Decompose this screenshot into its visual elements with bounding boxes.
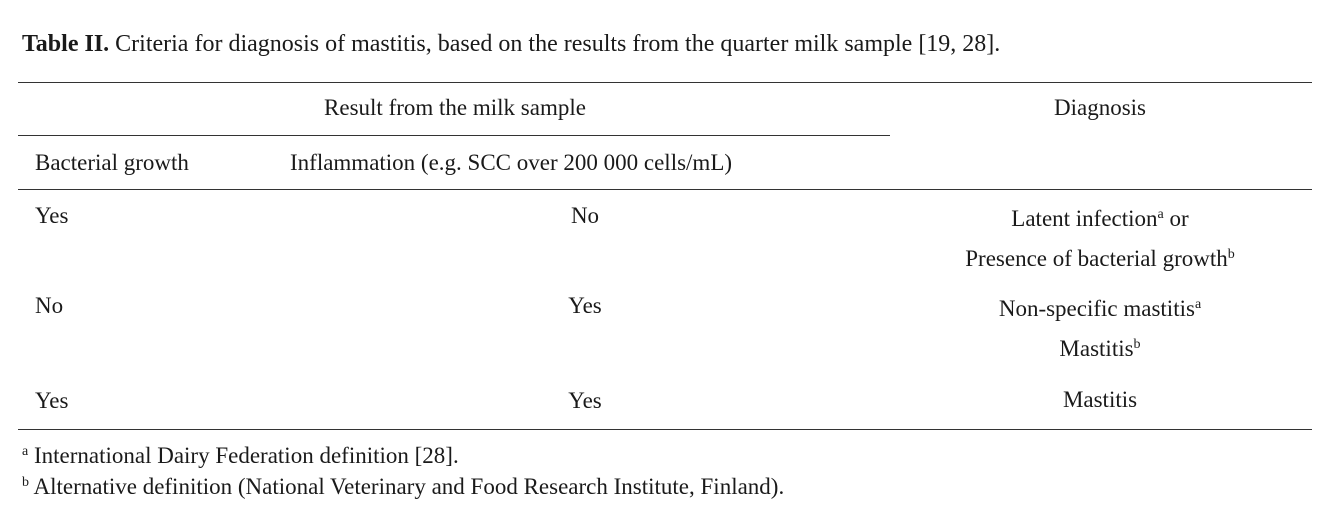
bacterial-cell: No xyxy=(35,293,64,318)
bacterial-cell: Yes xyxy=(35,388,69,413)
inflammation-cell: No xyxy=(570,203,600,228)
footnote-text: International Dairy Federation definitio… xyxy=(33,443,459,468)
superscript: b xyxy=(1133,337,1141,352)
diagnosis-header: Diagnosis xyxy=(1054,95,1146,120)
diagnosis-line: Mastitis xyxy=(1063,382,1137,418)
diagnosis-text: Mastitis xyxy=(1062,387,1138,412)
caption-label: Table II. xyxy=(22,31,110,57)
diagnosis-line: Presence of bacterial growthb xyxy=(965,237,1234,277)
bacterial-cell: Yes xyxy=(35,203,69,228)
diagnosis-cell: Non-specific mastitisa Mastitisb xyxy=(999,287,1201,367)
superscript: a xyxy=(1157,207,1164,222)
diagnosis-text: Mastitis xyxy=(1059,336,1134,361)
superscript: b xyxy=(1227,247,1235,262)
footnote: b Alternative definition (National Veter… xyxy=(22,475,784,498)
diagnosis-line: Latent infectiona or xyxy=(965,197,1234,237)
footnote-text: Alternative definition (National Veterin… xyxy=(33,474,785,499)
inflammation-cell: Yes xyxy=(568,388,602,413)
diagnosis-cell: Mastitis xyxy=(1063,382,1137,418)
diagnosis-text: Non-specific mastitis xyxy=(998,296,1195,321)
diagnosis-text: Presence of bacterial growth xyxy=(965,246,1228,271)
diagnosis-line: Non-specific mastitisa xyxy=(999,287,1201,327)
top-rule xyxy=(18,82,1312,83)
diagnosis-text: Latent infection xyxy=(1011,206,1158,231)
group-rule xyxy=(18,135,890,136)
header-rule xyxy=(18,189,1312,190)
footnote-mark: a xyxy=(22,444,29,459)
diagnosis-line: Mastitisb xyxy=(999,327,1201,367)
bottom-rule xyxy=(18,429,1312,430)
column-header: Bacterial growth xyxy=(35,150,189,175)
column-header: Inflammation (e.g. SCC over 200 000 cell… xyxy=(290,150,733,175)
caption-text: Criteria for diagnosis of mastitis, base… xyxy=(115,31,1001,57)
caption: Table II. Criteria for diagnosis of mast… xyxy=(22,32,1000,56)
footnote: a International Dairy Federation definit… xyxy=(22,444,459,467)
superscript: a xyxy=(1194,297,1202,312)
group-header: Result from the milk sample xyxy=(324,95,586,120)
diagnosis-cell: Latent infectiona or Presence of bacteria… xyxy=(965,197,1234,277)
diagnosis-text: or xyxy=(1163,206,1189,231)
inflammation-cell: Yes xyxy=(568,293,602,318)
footnote-mark: b xyxy=(22,475,29,490)
